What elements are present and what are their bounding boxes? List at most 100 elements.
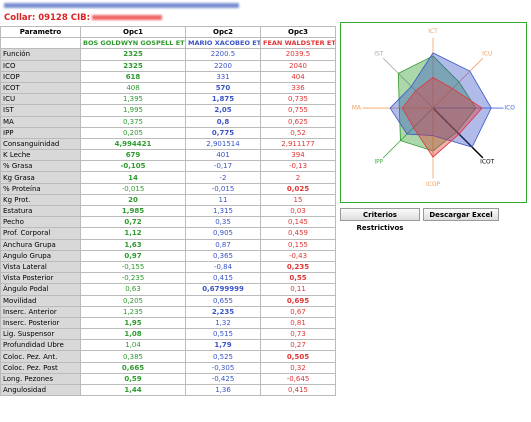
value: -0,43: [260, 249, 336, 262]
value: 0,515: [185, 328, 261, 341]
parameter: Vista Lateral: [0, 260, 81, 274]
value: 0,11: [260, 283, 336, 296]
value: 1,395: [80, 93, 186, 106]
value: 1,95: [80, 316, 186, 330]
column-header: Opc2: [185, 25, 261, 39]
parameter: Coloc. Pez. Post: [0, 361, 81, 374]
value: 2,911177: [260, 137, 336, 151]
value: 0,365: [185, 249, 261, 262]
parameter: Profundidad Ubre: [0, 339, 81, 352]
value: 0,415: [185, 272, 261, 285]
value: 0,525: [185, 350, 261, 363]
parameter: Angulo Grupa: [0, 249, 81, 262]
value: 15: [260, 193, 336, 207]
parameter: Función: [0, 48, 81, 61]
parameter: Inserc. Posterior: [0, 316, 81, 330]
value: 0,415: [260, 383, 336, 397]
value: 0,63: [80, 283, 186, 296]
blurred-text: [4, 3, 239, 8]
value: 0,665: [80, 361, 186, 374]
blurred-text: [92, 15, 162, 20]
parameter: Kg Prot.: [0, 193, 81, 207]
axis-label: IPP: [374, 159, 383, 166]
parameter: % Grasa: [0, 160, 81, 173]
parameter: Angulosidad: [0, 383, 81, 397]
value: 394: [260, 149, 336, 162]
value: 0,205: [80, 294, 186, 307]
value: 0,735: [260, 93, 336, 106]
axis-line: [382, 107, 434, 159]
value: 2,05: [185, 104, 261, 117]
parameter: ICOT: [0, 81, 81, 95]
value: -0,17: [185, 160, 261, 173]
header: Collar: 09128 CIB:: [2, 1, 332, 25]
value: -0,235: [80, 272, 186, 285]
column-header: Opc1: [80, 25, 186, 39]
value: 1,315: [185, 204, 261, 218]
value: 570: [185, 81, 261, 95]
value: -0,305: [185, 361, 261, 374]
value: 1,36: [185, 383, 261, 397]
radar-area: [389, 52, 492, 148]
button[interactable]: Criterios Restrictivos: [340, 208, 420, 232]
button[interactable]: Descargar Excel: [423, 208, 499, 221]
axis-label: ICT: [428, 28, 438, 35]
value: 0,32: [260, 361, 336, 374]
parameter: IST: [0, 104, 81, 117]
value: 1,985: [80, 204, 186, 218]
value: 0,73: [260, 328, 336, 341]
value: 618: [80, 70, 186, 83]
value: 1,32: [185, 316, 261, 330]
blank: [0, 37, 81, 50]
parameter: ICO: [0, 59, 81, 72]
parameter: Kg Grasa: [0, 171, 81, 184]
axis-label: ICOT: [480, 159, 495, 166]
value: 0,87: [185, 238, 261, 251]
value: 0,55: [260, 272, 336, 285]
value: 0,695: [260, 294, 336, 307]
axis-label: ICO: [504, 105, 515, 112]
collar: Collar: 09128 CIB:: [4, 13, 91, 23]
radar-chart: ICT ICU ICO ICOT ICOP IPP MA IST: [340, 22, 527, 203]
value: 2: [260, 171, 336, 184]
value: 0,67: [260, 305, 336, 318]
column-header: Parametro: [0, 25, 81, 39]
value: 2200: [185, 59, 261, 72]
parameter: Ángulo Podal: [0, 283, 81, 296]
value: 0,145: [260, 216, 336, 229]
parameter: Prof. Corporal: [0, 227, 81, 240]
axis-label: ICOP: [426, 181, 441, 188]
value: 679: [80, 149, 186, 162]
value: -0,015: [80, 182, 186, 195]
value: 14: [80, 171, 186, 184]
value: 0,755: [260, 104, 336, 117]
value: 2,235: [185, 305, 261, 318]
value: -2: [185, 171, 261, 184]
value: 0,025: [260, 182, 336, 195]
parameter: ICOP: [0, 70, 81, 83]
value: 2039.5: [260, 48, 336, 61]
axis-label: MA: [352, 105, 361, 112]
value: 404: [260, 70, 336, 83]
axis-label: IST: [374, 50, 384, 57]
parameter: % Proteína: [0, 182, 81, 195]
parameter: Pecho: [0, 216, 81, 229]
parameter: IPP: [0, 126, 81, 139]
parameter: Inserc. Anterior: [0, 305, 81, 318]
axis-line: [382, 57, 434, 109]
radar-area: [401, 76, 483, 158]
radar-area: [397, 55, 477, 152]
value: 401: [185, 149, 261, 162]
axis-line: [432, 57, 484, 109]
value: -0,13: [260, 160, 336, 173]
value: 408: [80, 81, 186, 95]
parameter: Lig. Suspensor: [0, 328, 81, 341]
parameter: K Leche: [0, 149, 81, 162]
value: 20: [80, 193, 186, 207]
value: 1,44: [80, 383, 186, 397]
axis-label: ICU: [482, 50, 492, 57]
value: -0,155: [80, 260, 186, 274]
value: 0,03: [260, 204, 336, 218]
value: 2325: [80, 59, 186, 72]
